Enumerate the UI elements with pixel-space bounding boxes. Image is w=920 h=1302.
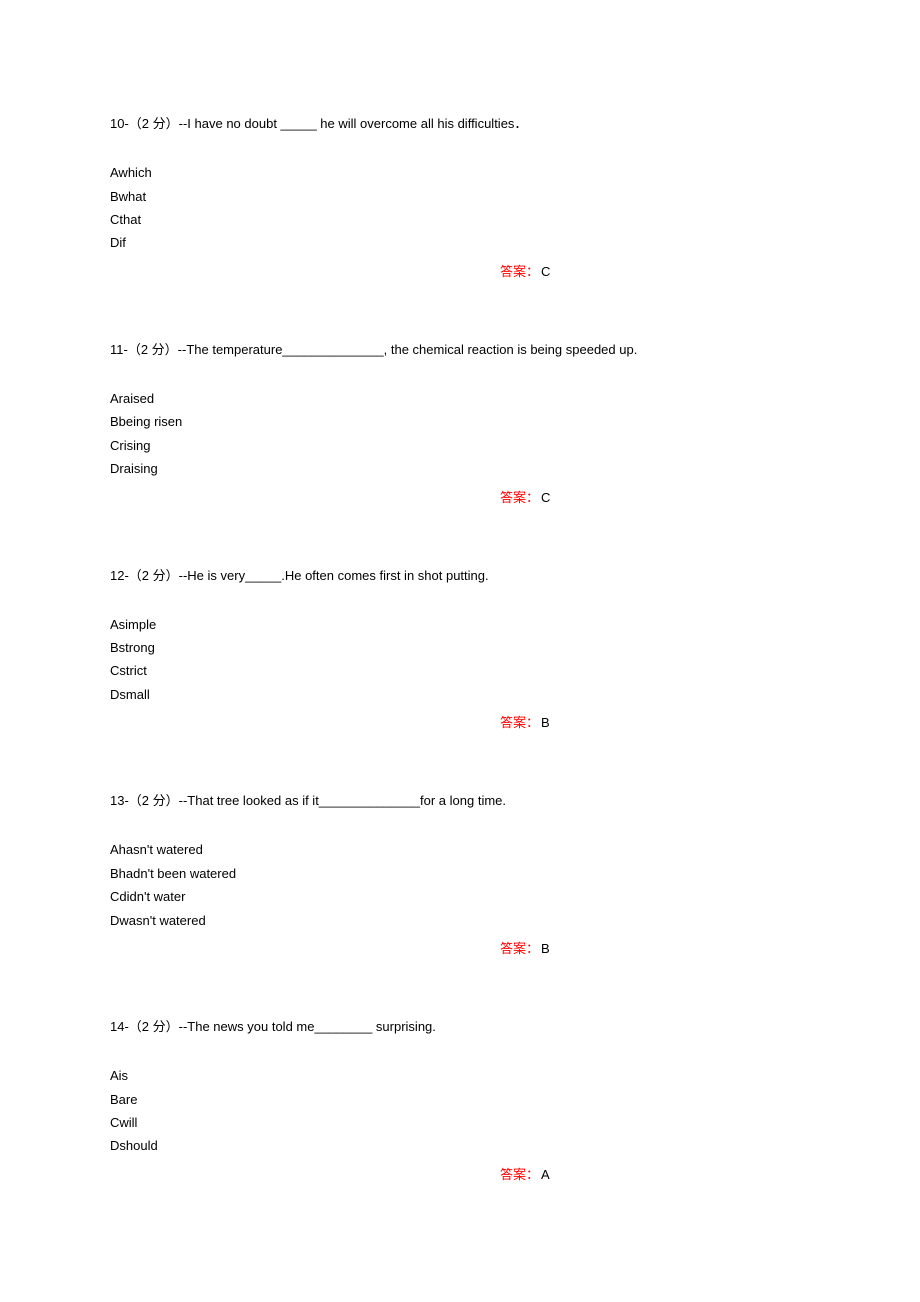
answer-value: C bbox=[541, 264, 550, 279]
page-content: 10-（2 分）--I have no doubt _____ he will … bbox=[0, 0, 920, 1184]
question-points: （2 分） bbox=[129, 568, 179, 583]
answer-row: 答案：C bbox=[110, 487, 810, 507]
question-points: （2 分） bbox=[129, 116, 179, 131]
question-text-body: --The temperature______________, the che… bbox=[178, 342, 638, 357]
option-b: Bhadn't been watered bbox=[110, 862, 810, 885]
question-stem: 11-（2 分）--The temperature______________,… bbox=[110, 341, 810, 359]
option-b: Bbeing risen bbox=[110, 410, 810, 433]
answer-row: 答案：A bbox=[110, 1164, 810, 1184]
answer-row: 答案：B bbox=[110, 712, 810, 732]
option-d: Dwasn't watered bbox=[110, 909, 810, 932]
question-text-body: --That tree looked as if it_____________… bbox=[179, 793, 506, 808]
answer-label: 答案： bbox=[500, 264, 539, 279]
options-list: Ais Bare Cwill Dshould bbox=[110, 1064, 810, 1158]
option-d: Dif bbox=[110, 231, 810, 254]
answer-label: 答案： bbox=[500, 490, 539, 505]
option-a: Asimple bbox=[110, 613, 810, 636]
question-points: （2 分） bbox=[128, 342, 178, 357]
question-text-body: --He is very_____.He often comes first i… bbox=[179, 568, 489, 583]
option-a: Ahasn't watered bbox=[110, 838, 810, 861]
answer-value: A bbox=[541, 1167, 550, 1182]
question-stem: 12-（2 分）--He is very_____.He often comes… bbox=[110, 567, 810, 585]
question-number: 14- bbox=[110, 1019, 129, 1034]
question-number: 10- bbox=[110, 116, 129, 131]
option-c: Cthat bbox=[110, 208, 810, 231]
options-list: Asimple Bstrong Cstrict Dsmall bbox=[110, 613, 810, 707]
question-text-body: --I have no doubt _____ he will overcome… bbox=[179, 116, 528, 131]
question-number: 12- bbox=[110, 568, 129, 583]
question-block-13: 13-（2 分）--That tree looked as if it_____… bbox=[110, 792, 810, 958]
option-b: Bwhat bbox=[110, 185, 810, 208]
option-b: Bstrong bbox=[110, 636, 810, 659]
answer-row: 答案：B bbox=[110, 938, 810, 958]
options-list: Araised Bbeing risen Crising Draising bbox=[110, 387, 810, 481]
answer-value: C bbox=[541, 490, 550, 505]
answer-row: 答案：C bbox=[110, 261, 810, 281]
answer-value: B bbox=[541, 941, 550, 956]
answer-label: 答案： bbox=[500, 941, 539, 956]
answer-label: 答案： bbox=[500, 715, 539, 730]
options-list: Ahasn't watered Bhadn't been watered Cdi… bbox=[110, 838, 810, 932]
question-number: 13- bbox=[110, 793, 129, 808]
options-list: Awhich Bwhat Cthat Dif bbox=[110, 161, 810, 255]
option-d: Dshould bbox=[110, 1134, 810, 1157]
question-points: （2 分） bbox=[129, 1019, 179, 1034]
option-b: Bare bbox=[110, 1088, 810, 1111]
option-d: Dsmall bbox=[110, 683, 810, 706]
question-block-10: 10-（2 分）--I have no doubt _____ he will … bbox=[110, 115, 810, 281]
question-block-14: 14-（2 分）--The news you told me________ s… bbox=[110, 1018, 810, 1184]
option-c: Cdidn't water bbox=[110, 885, 810, 908]
option-a: Awhich bbox=[110, 161, 810, 184]
question-block-11: 11-（2 分）--The temperature______________,… bbox=[110, 341, 810, 507]
option-c: Crising bbox=[110, 434, 810, 457]
option-a: Ais bbox=[110, 1064, 810, 1087]
question-stem: 14-（2 分）--The news you told me________ s… bbox=[110, 1018, 810, 1036]
question-stem: 10-（2 分）--I have no doubt _____ he will … bbox=[110, 115, 810, 133]
answer-label: 答案： bbox=[500, 1167, 539, 1182]
option-d: Draising bbox=[110, 457, 810, 480]
option-c: Cwill bbox=[110, 1111, 810, 1134]
question-points: （2 分） bbox=[129, 793, 179, 808]
option-a: Araised bbox=[110, 387, 810, 410]
question-text-body: --The news you told me________ surprisin… bbox=[179, 1019, 436, 1034]
question-number: 11- bbox=[110, 342, 128, 357]
option-c: Cstrict bbox=[110, 659, 810, 682]
answer-value: B bbox=[541, 715, 550, 730]
question-stem: 13-（2 分）--That tree looked as if it_____… bbox=[110, 792, 810, 810]
question-block-12: 12-（2 分）--He is very_____.He often comes… bbox=[110, 567, 810, 733]
